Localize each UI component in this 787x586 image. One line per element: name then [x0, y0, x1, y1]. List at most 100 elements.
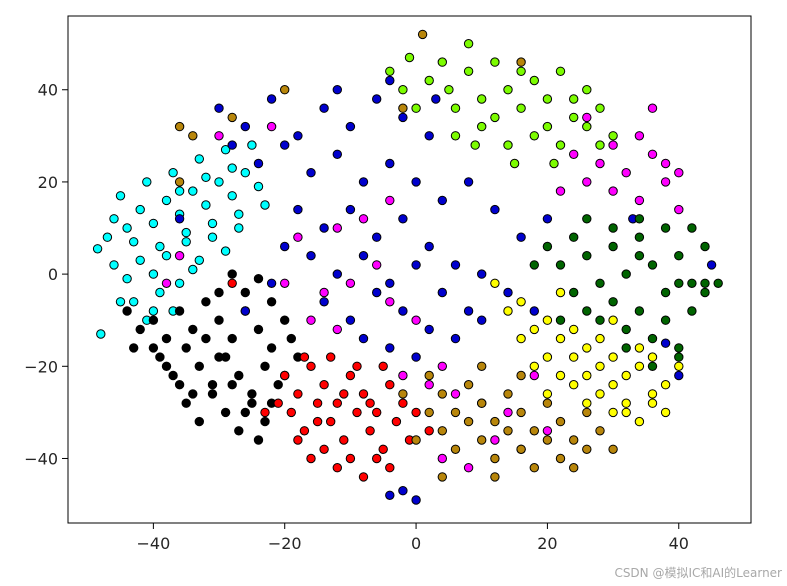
scatter-point [326, 352, 336, 362]
scatter-point [411, 495, 421, 505]
scatter-point [674, 204, 684, 215]
scatter-point [569, 435, 579, 445]
scatter-point [634, 131, 645, 141]
scatter-point [181, 398, 191, 408]
scatter-point [398, 306, 408, 316]
scatter-point [503, 140, 513, 150]
scatter-point [542, 389, 553, 399]
scatter-point [634, 416, 645, 427]
scatter-point [582, 444, 592, 454]
y-axis-ticks: −40 −20 0 20 40 [24, 81, 68, 468]
scatter-point [503, 306, 513, 316]
scatter-point [516, 103, 526, 113]
scatter-point [595, 333, 605, 344]
scatter-point [431, 94, 441, 104]
scatter-point [293, 435, 303, 445]
scatter-point [582, 407, 592, 418]
scatter-point [148, 306, 159, 316]
scatter-point [378, 361, 388, 371]
scatter-point [647, 398, 658, 408]
scatter-point [174, 306, 185, 316]
scatter-point [542, 426, 553, 436]
scatter-point [266, 343, 277, 353]
scatter-point [227, 278, 237, 288]
scatter-point [660, 287, 671, 298]
scatter-point [490, 416, 500, 427]
scatter-point [647, 352, 658, 362]
scatter-point [569, 94, 579, 104]
scatter-point [286, 333, 296, 344]
scatter-point [542, 94, 553, 104]
x-tick-label: 20 [537, 534, 557, 553]
scatter-point [188, 131, 198, 141]
scatter-point [332, 324, 342, 335]
scatter-point [595, 389, 605, 399]
scatter-point [555, 370, 566, 381]
scatter-point [582, 398, 592, 408]
scatter-point [240, 121, 251, 132]
scatter-point [174, 121, 185, 132]
scatter-point [326, 416, 336, 427]
scatter-point [503, 407, 513, 418]
scatter-point [339, 435, 349, 445]
scatter-point [234, 223, 244, 233]
scatter-point [490, 278, 500, 288]
scatter-point [569, 463, 579, 473]
scatter-point [174, 380, 185, 390]
scatter-point [555, 315, 566, 325]
scatter-point [450, 103, 461, 113]
scatter-point [234, 209, 244, 219]
scatter-point [280, 315, 290, 325]
scatter-point [477, 121, 487, 132]
y-tick-label: −20 [24, 357, 58, 376]
scatter-point [647, 361, 658, 371]
scatter-point [247, 389, 257, 399]
y-tick-label: −40 [24, 449, 58, 468]
scatter-point [595, 103, 605, 113]
scatter-point [115, 191, 126, 201]
scatter-point [135, 324, 145, 335]
scatter-point [398, 370, 408, 381]
scatter-point [214, 315, 224, 325]
scatter-point [634, 361, 645, 371]
scatter-point [240, 168, 251, 178]
scatter-point [385, 75, 395, 86]
scatter-point [503, 389, 513, 399]
scatter-point [437, 472, 447, 482]
scatter-point [582, 214, 592, 224]
scatter-point [621, 398, 631, 408]
scatter-point [306, 251, 316, 261]
scatter-point [253, 274, 264, 284]
scatter-point [345, 121, 356, 132]
scatter-point [608, 297, 618, 307]
scatter-point [240, 287, 251, 298]
scatter-point [595, 140, 605, 150]
scatter-point [293, 204, 303, 215]
scatter-point [687, 306, 697, 316]
scatter-point [385, 297, 395, 307]
scatter-point [161, 251, 172, 261]
scatter-point [569, 149, 579, 160]
scatter-point [700, 287, 710, 298]
x-tick-label: −20 [268, 534, 302, 553]
scatter-point [595, 158, 605, 169]
scatter-point [660, 407, 671, 418]
scatter-point [109, 260, 119, 270]
scatter-point [463, 306, 474, 316]
scatter-point [582, 370, 592, 381]
scatter-point [542, 398, 553, 408]
scatter-point [450, 444, 461, 454]
scatter-point [253, 181, 264, 192]
scatter-point [477, 361, 487, 371]
scatter-point [529, 463, 539, 473]
scatter-point [569, 380, 579, 390]
scatter-point [358, 214, 369, 224]
scatter-point [398, 103, 408, 113]
scatter-point [398, 389, 408, 399]
scatter-point [266, 278, 277, 288]
scatter-point [674, 278, 684, 288]
scatter-point [194, 255, 205, 265]
scatter-point [463, 416, 474, 427]
scatter-point [555, 416, 566, 427]
scatter-point [463, 39, 474, 49]
